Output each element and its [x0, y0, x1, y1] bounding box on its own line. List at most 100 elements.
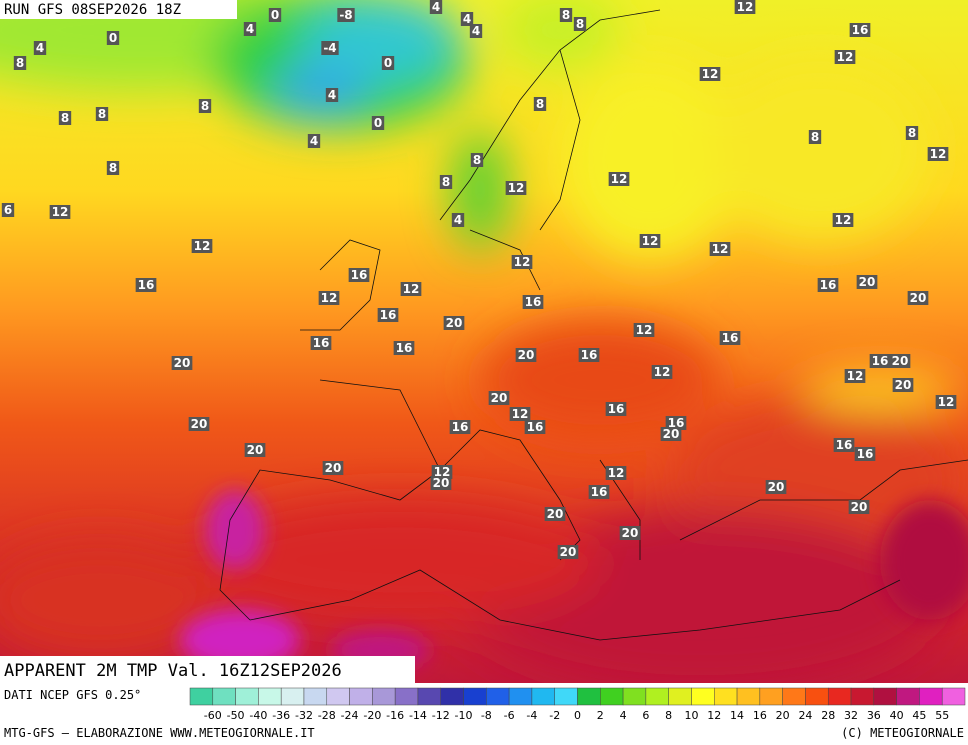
contour-label: 12	[400, 282, 422, 296]
contour-label-box	[49, 205, 71, 219]
scale-swatch	[394, 687, 419, 706]
contour-label-box	[578, 348, 600, 362]
contour-label: 12	[49, 205, 71, 219]
contour-label: 12	[318, 291, 340, 305]
scale-swatch	[691, 687, 715, 706]
contour-label-box	[633, 323, 655, 337]
contour-label-text: 8	[442, 175, 450, 189]
scale-label: 20	[776, 709, 790, 722]
contour-label: 4	[460, 12, 474, 26]
contour-label: 20	[430, 476, 452, 490]
contour-label-box	[544, 507, 566, 521]
contour-label: 0	[381, 56, 395, 70]
contour-label-box	[106, 31, 120, 45]
contour-label-box	[639, 234, 661, 248]
hot-spots	[180, 490, 968, 670]
contour-label-box	[817, 278, 839, 292]
contour-label-box	[856, 275, 878, 289]
scale-swatch	[212, 687, 236, 706]
contour-label: 16	[449, 420, 471, 434]
contour-label-text: 12	[837, 50, 854, 64]
contour-label: 16	[524, 420, 546, 434]
contour-label-box	[171, 356, 193, 370]
contour-label-text: 16	[872, 354, 889, 368]
contour-label-box	[381, 56, 395, 70]
contour-label-text: -4	[323, 41, 336, 55]
scale-label: 12	[707, 709, 721, 722]
scale-swatch	[326, 687, 350, 706]
contour-label-text: 12	[611, 172, 628, 186]
contour-label-text: 4	[246, 22, 254, 36]
scale-swatch	[440, 687, 464, 706]
contour-label-box	[33, 41, 47, 55]
footer-left: MTG-GFS — ELABORAZIONE WWW.METEOGIORNALE…	[4, 726, 315, 740]
scale-swatch	[622, 687, 647, 706]
contour-label-text: 6	[4, 203, 12, 217]
contour-label-text: 4	[463, 12, 471, 26]
contour-label-text: 16	[668, 416, 685, 430]
contour-label: -4	[321, 41, 339, 55]
contour-label: 8	[808, 130, 822, 144]
contour-label-text: 4	[454, 213, 462, 227]
contour-label-box	[511, 255, 533, 269]
contour-label-text: 8	[562, 8, 570, 22]
contour-label-box	[135, 278, 157, 292]
contour-label-box	[509, 407, 531, 421]
contour-label-text: 12	[636, 323, 653, 337]
contour-label: 4	[307, 134, 321, 148]
scale-label: 40	[890, 709, 904, 722]
contour-label: 20	[619, 526, 641, 540]
contour-label-box	[935, 395, 957, 409]
contour-label-text: 16	[313, 336, 330, 350]
contour-label: 8	[95, 107, 109, 121]
scale-swatch	[600, 687, 624, 706]
footer-right: (C) METEOGIORNALE	[841, 726, 964, 740]
scale-swatch	[577, 687, 601, 706]
contour-label-text: 16	[722, 331, 739, 345]
contour-label: 12	[605, 466, 627, 480]
contour-label: 8	[13, 56, 27, 70]
contour-label-text: 20	[859, 275, 876, 289]
contour-label: 20	[443, 316, 465, 330]
contour-label: 8	[470, 153, 484, 167]
contour-label-box	[608, 172, 630, 186]
contour-label-text: 20	[892, 354, 909, 368]
contour-label: 12	[509, 407, 531, 421]
contour-label-text: 4	[472, 24, 480, 38]
scale-label: 10	[684, 709, 698, 722]
contour-label-text: 20	[895, 378, 912, 392]
contour-label-box	[927, 147, 949, 161]
contour-label-box	[660, 427, 682, 441]
contour-label-text: 12	[930, 147, 947, 161]
contour-label-text: 20	[910, 291, 927, 305]
contour-label-text: 8	[576, 17, 584, 31]
scale-swatch	[372, 687, 396, 706]
contour-label-text: 20	[768, 480, 785, 494]
contour-label: 20	[188, 417, 210, 431]
contour-label: 8	[439, 175, 453, 189]
contour-label-box	[651, 365, 673, 379]
contour-label-text: 4	[432, 0, 440, 14]
contour-label-text: 8	[473, 153, 481, 167]
scale-label: 0	[574, 709, 581, 722]
contour-label: 4	[469, 24, 483, 38]
contour-label-text: 12	[702, 67, 719, 81]
contour-label-text: 20	[560, 545, 577, 559]
contour-label: 8	[559, 8, 573, 22]
contour-label-box	[460, 12, 474, 26]
temperature-field	[0, 0, 968, 690]
contour-label: 4	[429, 0, 443, 14]
contour-label-box	[1, 203, 15, 217]
scale-label: -10	[455, 709, 473, 722]
contour-label-box	[719, 331, 741, 345]
contour-label-text: 12	[642, 234, 659, 248]
contour-label-box	[13, 56, 27, 70]
contour-label-box	[322, 461, 344, 475]
contour-label-text: 20	[433, 476, 450, 490]
contour-label-box	[325, 88, 339, 102]
contour-label-box	[191, 239, 213, 253]
contour-label: 20	[907, 291, 929, 305]
contour-label: 20	[488, 391, 510, 405]
contour-label-text: 12	[654, 365, 671, 379]
contour-label-text: 12	[835, 213, 852, 227]
